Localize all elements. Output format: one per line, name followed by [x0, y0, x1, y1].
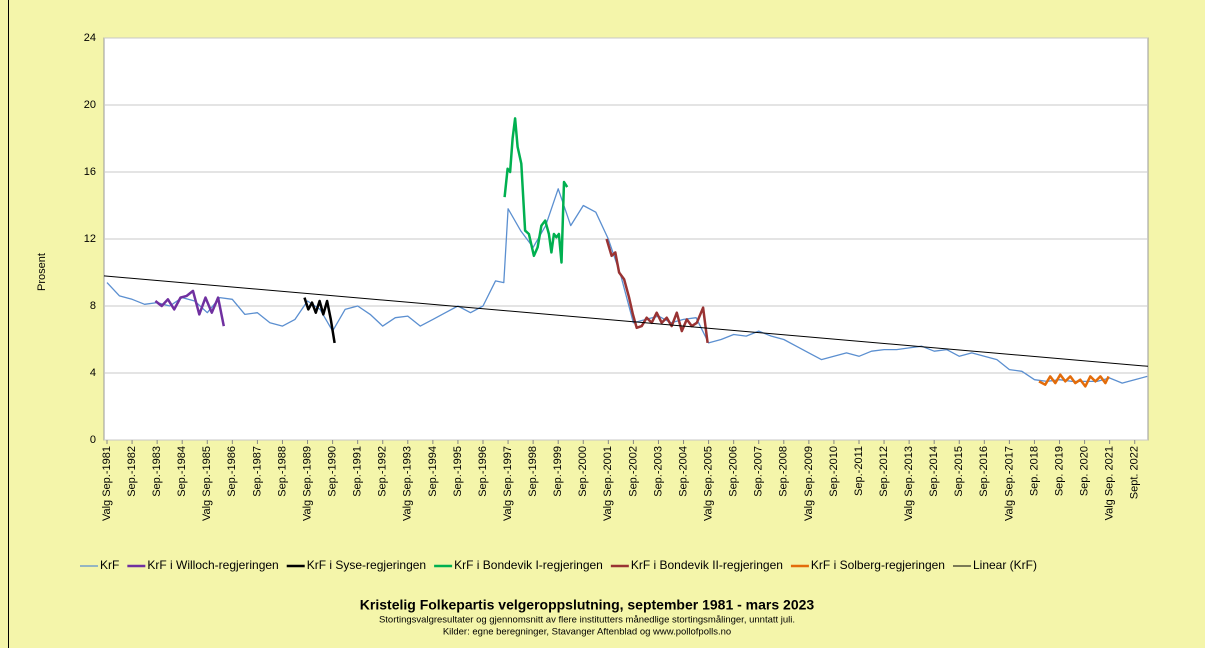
x-tick-label: Valg Sep.-1993 [402, 446, 414, 521]
x-tick-label: Sep.-1982 [126, 446, 138, 497]
x-tick-label: Sep.-1986 [226, 446, 238, 497]
legend-label: KrF i Bondevik I-regjeringen [454, 558, 603, 572]
x-tick-label: Sept. 2022 [1129, 446, 1141, 499]
x-tick-label: Sep.-2002 [627, 446, 639, 497]
legend-label: KrF i Solberg-regjeringen [811, 558, 945, 572]
x-tick-label: Valg Sep.-2017 [1003, 446, 1015, 521]
y-tick-label: 24 [84, 32, 96, 44]
x-tick-label: Sep.-2015 [953, 446, 965, 497]
x-tick-label: Sep.-2014 [928, 446, 940, 497]
y-tick-label: 12 [84, 233, 96, 245]
x-tick-label: Sep.-1983 [151, 446, 163, 497]
y-tick-label: 4 [90, 367, 96, 379]
data-line [103, 275, 1149, 367]
data-line [303, 297, 336, 344]
data-line [605, 238, 709, 344]
x-tick-label: Sep.-1994 [427, 446, 439, 497]
x-tick-label: Sep.-2012 [878, 446, 890, 497]
x-tick-label: Sep.-2006 [728, 446, 740, 497]
x-tick-label: Sep.-2016 [978, 446, 990, 497]
chart-subtitle: Stortingsvalgresultater og gjennomsnitt … [379, 615, 795, 626]
chart-subtitle: Kilder: egne beregninger, Stavanger Afte… [443, 627, 731, 638]
data-line [1038, 373, 1110, 388]
x-tick-label: Sep. 2020 [1078, 446, 1090, 496]
x-tick-label: Sep.-1987 [251, 446, 263, 497]
x-tick-label: Sep.-1999 [552, 446, 564, 497]
legend-label: KrF i Willoch-regjeringen [147, 558, 278, 572]
data-line [154, 289, 226, 327]
x-tick-label: Sep.-1991 [352, 446, 364, 497]
legend-label: KrF i Bondevik II-regjeringen [631, 558, 783, 572]
x-tick-label: Sep.-2010 [828, 446, 840, 497]
x-tick-label: Valg Sep. 2021 [1104, 446, 1116, 520]
y-tick-label: 0 [90, 434, 96, 446]
x-tick-label: Valg Sep.-2009 [803, 446, 815, 521]
x-tick-label: Valg Sep.-1989 [301, 446, 313, 521]
legend-label: Linear (KrF) [973, 558, 1037, 572]
x-tick-label: Sep.-2011 [853, 446, 865, 496]
x-tick-label: Sep. 2019 [1053, 446, 1065, 496]
x-tick-label: Valg Sep.-1985 [201, 446, 213, 521]
x-tick-label: Sep.-1995 [452, 446, 464, 497]
x-tick-label: Sep.-1998 [527, 446, 539, 497]
x-tick-label: Sep.-1990 [327, 446, 339, 497]
x-tick-label: Sep.-1992 [377, 446, 389, 497]
x-tick-label: Sep.-1988 [276, 446, 288, 497]
legend-label: KrF [100, 558, 119, 572]
x-tick-label: Sep.-1984 [176, 446, 188, 497]
chart-title: Kristelig Folkepartis velgeroppslutning,… [360, 597, 815, 613]
y-tick-label: 20 [84, 99, 96, 111]
legend-label: KrF i Syse-regjeringen [307, 558, 426, 572]
y-axis-title: Prosent [36, 253, 48, 291]
x-tick-label: Valg Sep.-2005 [702, 446, 714, 521]
y-tick-label: 16 [84, 166, 96, 178]
x-tick-label: Valg Sep.-2013 [903, 446, 915, 521]
x-tick-label: Sep.-2007 [753, 446, 765, 497]
x-tick-label: Valg Sep.-2001 [602, 446, 614, 521]
x-tick-label: Sep.-1996 [477, 446, 489, 497]
x-tick-label: Sep.-2000 [577, 446, 589, 497]
y-tick-label: 8 [90, 300, 96, 312]
x-tick-label: Valg Sep.-1997 [502, 446, 514, 521]
x-tick-label: Sep. 2018 [1028, 446, 1040, 496]
x-tick-label: Sep.-2003 [652, 446, 664, 497]
x-tick-label: Sep.-2004 [677, 446, 689, 497]
x-tick-label: Valg Sep.-1981 [101, 446, 113, 521]
x-tick-label: Sep.-2008 [778, 446, 790, 497]
data-line [503, 117, 569, 264]
